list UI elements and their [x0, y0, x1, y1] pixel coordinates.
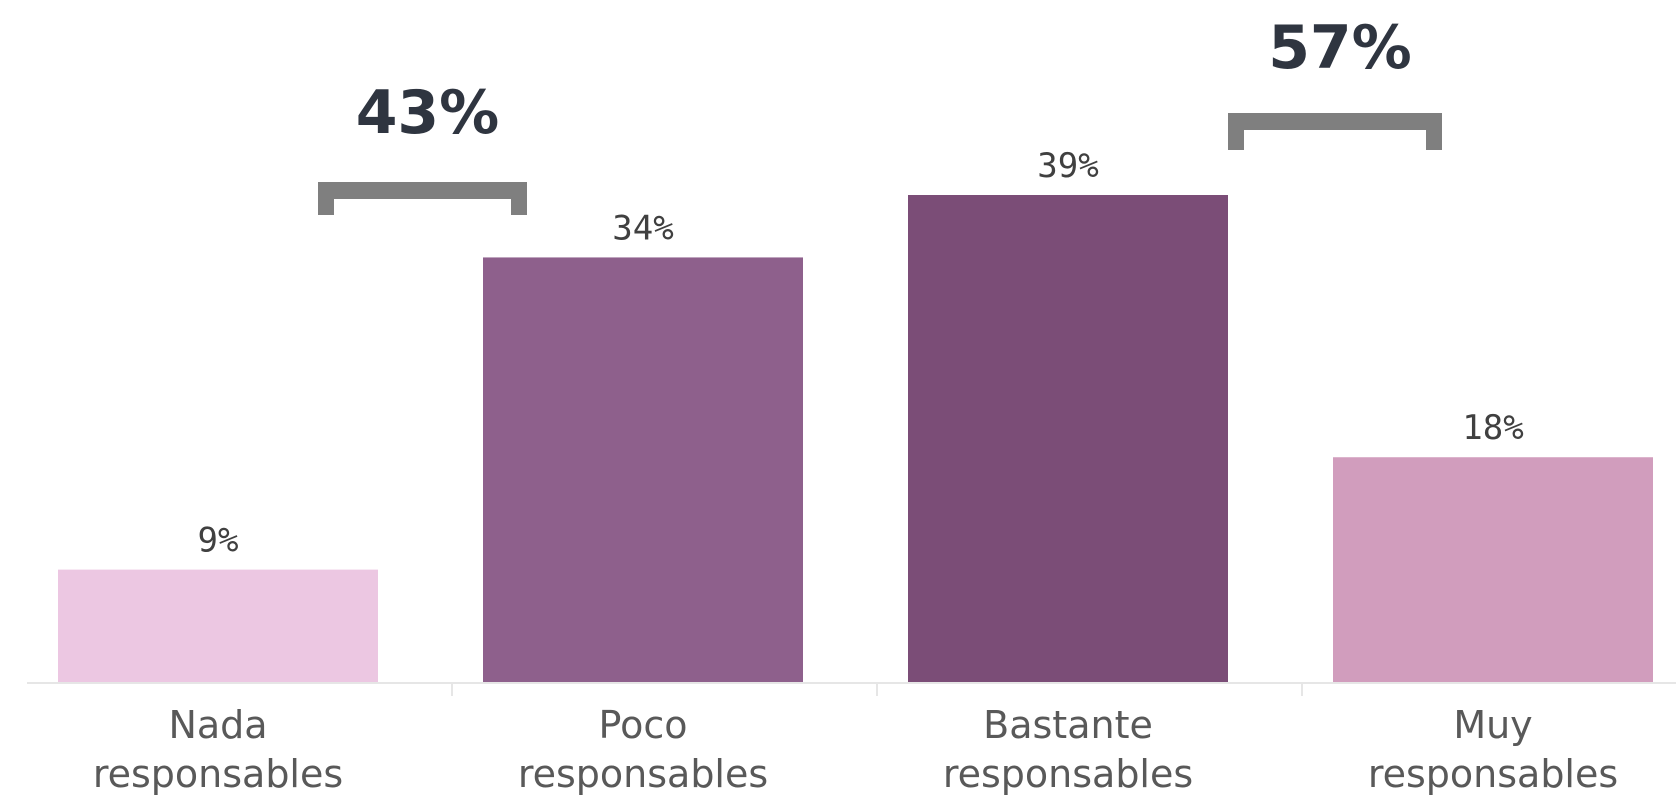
group-total-label: 43% [356, 78, 500, 148]
category-label: responsables [93, 752, 343, 796]
group-total-label: 57% [1268, 13, 1412, 83]
bar-1 [58, 569, 378, 682]
bar-value-label: 34% [612, 208, 673, 248]
group-bracket [1228, 113, 1442, 150]
bar-value-label: 9% [198, 521, 239, 561]
category-label: responsables [943, 752, 1193, 796]
category-label: responsables [518, 752, 768, 796]
category-label: Muy [1453, 703, 1532, 747]
bar-3 [908, 195, 1228, 682]
bar-4 [1333, 457, 1653, 682]
bar-value-label: 18% [1462, 408, 1523, 448]
bar-value-label: 39% [1037, 146, 1098, 186]
category-label: Nada [168, 703, 267, 747]
bar-2 [483, 257, 803, 682]
category-label: responsables [1368, 752, 1618, 796]
category-label: Poco [599, 703, 688, 747]
group-bracket [318, 182, 527, 215]
category-label: Bastante [983, 703, 1153, 747]
